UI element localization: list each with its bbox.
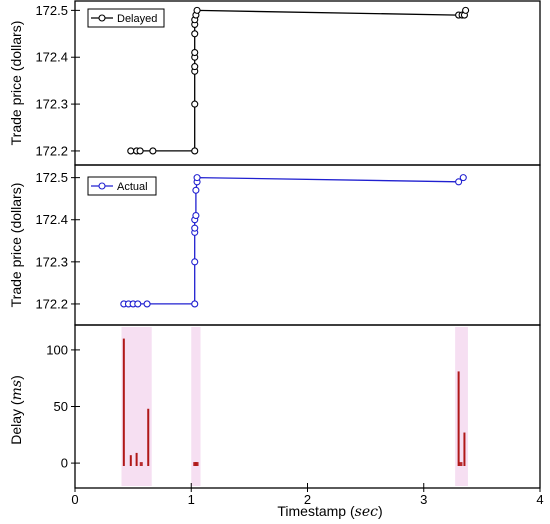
actual-point xyxy=(191,224,199,232)
delayed-point xyxy=(193,6,201,14)
actual-y-axis-label: Trade price (dollars) xyxy=(8,183,24,308)
delayed-y-tick-label: 172.3 xyxy=(35,97,68,112)
actual-point xyxy=(193,174,201,182)
ticks-layer: 172.2 172.3 172.4 172.5 172.2 172.3 172.4 172.5… xyxy=(35,3,543,507)
delayed-point xyxy=(149,147,157,155)
x-axis-label: Timestamp (sec) xyxy=(277,503,382,520)
delay-highlight-band xyxy=(191,327,201,486)
delayed-point xyxy=(191,100,199,108)
delay-bar xyxy=(457,371,460,466)
actual-point xyxy=(192,211,200,220)
actual-point xyxy=(459,174,467,182)
x-label-var: sec xyxy=(355,504,378,520)
delay-bar xyxy=(129,455,132,466)
delayed-y-axis-label: Trade price (dollars) xyxy=(8,21,24,146)
delay-y-label-suffix: ) xyxy=(8,375,24,380)
delay-y-label-var: ms xyxy=(9,380,25,400)
x-label-suffix: ) xyxy=(378,503,383,519)
x-tick-label: 0 xyxy=(71,492,78,507)
legend-delayed: Delayed xyxy=(87,8,165,28)
actual-point xyxy=(191,300,199,308)
delay-y-tick-label: 0 xyxy=(61,456,68,471)
delay-y-tick-label: 100 xyxy=(46,342,68,357)
marks-layer xyxy=(120,6,470,466)
actual-y-tick-label: 172.4 xyxy=(35,212,68,227)
x-tick-label: 4 xyxy=(536,492,543,507)
actual-y-tick-label: 172.2 xyxy=(35,296,68,311)
delayed-point xyxy=(191,30,199,38)
delayed-point xyxy=(191,147,199,155)
delayed-point xyxy=(191,48,199,57)
delay-y-tick-label: 50 xyxy=(54,399,68,414)
x-label-prefix: Timestamp ( xyxy=(277,503,355,519)
actual-point xyxy=(134,300,142,308)
delayed-y-tick-label: 172.2 xyxy=(35,143,68,158)
delayed-series-line xyxy=(130,9,467,152)
actual-series-line xyxy=(123,176,464,305)
delay-bar xyxy=(135,452,138,466)
delay-highlight-layer xyxy=(121,327,468,486)
delayed-point xyxy=(136,147,144,155)
delay-bar xyxy=(463,432,466,466)
actual-point xyxy=(192,186,200,194)
actual-point xyxy=(455,178,463,186)
delayed-point xyxy=(127,147,135,155)
x-tick-label: 1 xyxy=(188,492,195,507)
delay-y-label-prefix: Delay ( xyxy=(8,400,24,445)
delay-bar xyxy=(139,462,143,466)
delayed-point xyxy=(191,63,199,71)
x-tick-label: 2 xyxy=(304,492,311,507)
actual-point xyxy=(143,300,151,308)
delayed-y-tick-label: 172.5 xyxy=(35,3,68,18)
delayed-y-tick-label: 172.4 xyxy=(35,50,68,65)
legend-actual-label: Actual xyxy=(117,181,148,193)
delayed-point xyxy=(462,6,470,14)
delay-bar xyxy=(122,338,125,466)
delay-y-axis-label: Delay (ms) xyxy=(8,375,25,445)
delay-bar xyxy=(459,462,463,466)
delay-bar xyxy=(147,408,150,466)
actual-point xyxy=(191,258,199,266)
delay-bar xyxy=(195,462,199,466)
actual-y-tick-label: 172.5 xyxy=(35,170,68,185)
legend-actual: Actual xyxy=(87,176,157,196)
x-tick-label: 3 xyxy=(420,492,427,507)
legend-delayed-label: Delayed xyxy=(117,13,157,25)
actual-y-tick-label: 172.3 xyxy=(35,254,68,269)
